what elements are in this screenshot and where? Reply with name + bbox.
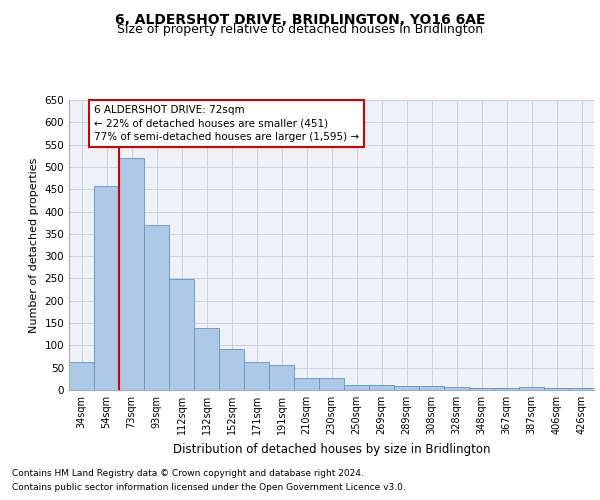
Bar: [119, 158, 144, 390]
Text: Size of property relative to detached houses in Bridlington: Size of property relative to detached ho…: [117, 22, 483, 36]
Text: Contains HM Land Registry data © Crown copyright and database right 2024.: Contains HM Land Registry data © Crown c…: [12, 468, 364, 477]
Text: 6, ALDERSHOT DRIVE, BRIDLINGTON, YO16 6AE: 6, ALDERSHOT DRIVE, BRIDLINGTON, YO16 6A…: [115, 12, 485, 26]
Bar: [169, 280, 194, 390]
Bar: [519, 387, 544, 390]
Bar: [319, 378, 344, 390]
Bar: [194, 328, 219, 390]
Bar: [494, 388, 519, 390]
Y-axis label: Number of detached properties: Number of detached properties: [29, 158, 39, 332]
Bar: [444, 388, 469, 390]
Bar: [369, 384, 394, 390]
Bar: [394, 386, 419, 390]
Bar: [344, 384, 369, 390]
Bar: [94, 186, 119, 390]
Bar: [419, 386, 444, 390]
Bar: [469, 388, 494, 390]
Bar: [544, 388, 569, 390]
Bar: [269, 364, 294, 390]
Bar: [144, 225, 169, 390]
Text: Contains public sector information licensed under the Open Government Licence v3: Contains public sector information licen…: [12, 484, 406, 492]
X-axis label: Distribution of detached houses by size in Bridlington: Distribution of detached houses by size …: [173, 442, 490, 456]
Bar: [294, 378, 319, 390]
Bar: [219, 348, 244, 390]
Bar: [569, 388, 594, 390]
Bar: [244, 362, 269, 390]
Text: 6 ALDERSHOT DRIVE: 72sqm
← 22% of detached houses are smaller (451)
77% of semi-: 6 ALDERSHOT DRIVE: 72sqm ← 22% of detach…: [94, 106, 359, 142]
Bar: [69, 362, 94, 390]
